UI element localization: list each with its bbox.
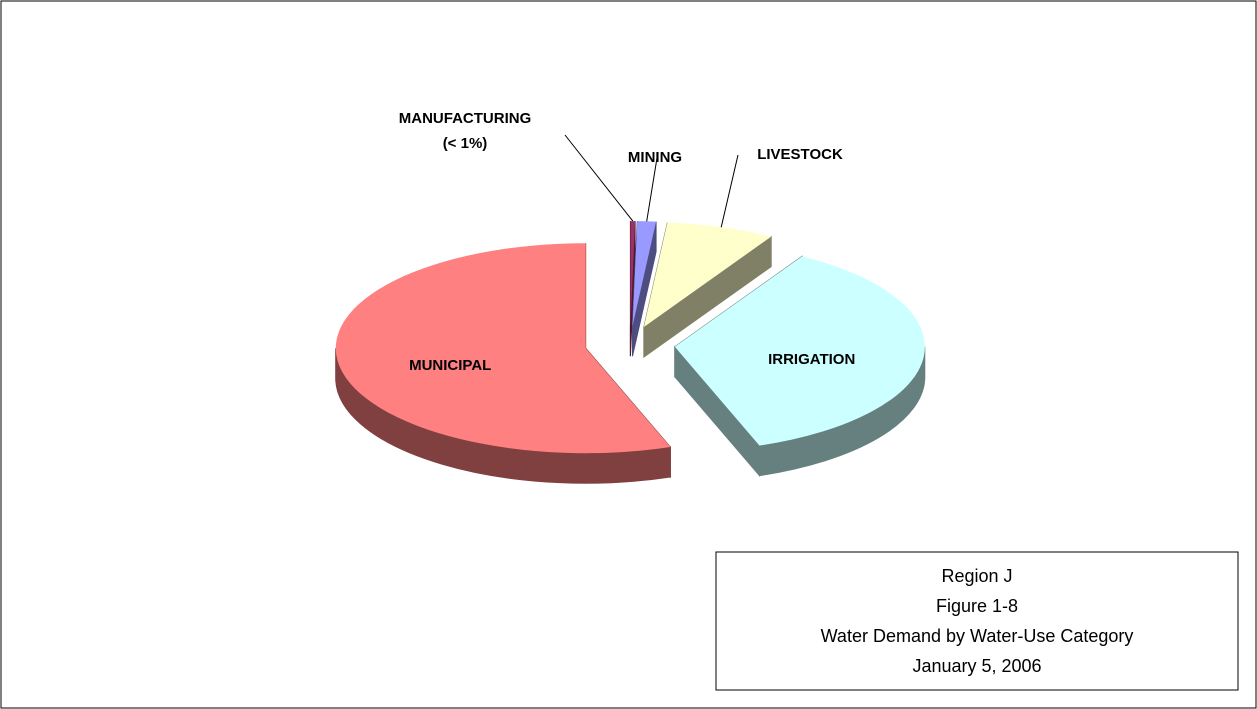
slice xyxy=(643,222,772,327)
caption-line: Water Demand by Water-Use Category xyxy=(821,626,1134,646)
slice-label: MANUFACTURING xyxy=(399,110,532,127)
caption-line: Figure 1-8 xyxy=(936,596,1018,616)
caption-box xyxy=(715,551,1239,691)
slice xyxy=(335,243,671,454)
slice xyxy=(674,256,925,446)
slice-label: LIVESTOCK xyxy=(757,146,843,163)
slice-label: IRRIGATION xyxy=(768,351,855,368)
slice xyxy=(632,221,657,327)
caption-line: January 5, 2006 xyxy=(912,656,1041,676)
leader-line xyxy=(720,154,739,228)
slice-side xyxy=(632,221,657,357)
value-label: (< 1%) xyxy=(443,135,488,152)
chart-title: Region J xyxy=(941,566,1012,586)
slice-label: MUNICIPAL xyxy=(409,357,491,374)
pie: MANUFACTURING (< 1%) MINING LIVESTOCK IRRIGA… xyxy=(335,110,926,484)
leader-line xyxy=(646,157,658,222)
slice-label: MINING xyxy=(628,149,682,166)
slice xyxy=(630,221,636,327)
leader-line xyxy=(564,134,634,222)
